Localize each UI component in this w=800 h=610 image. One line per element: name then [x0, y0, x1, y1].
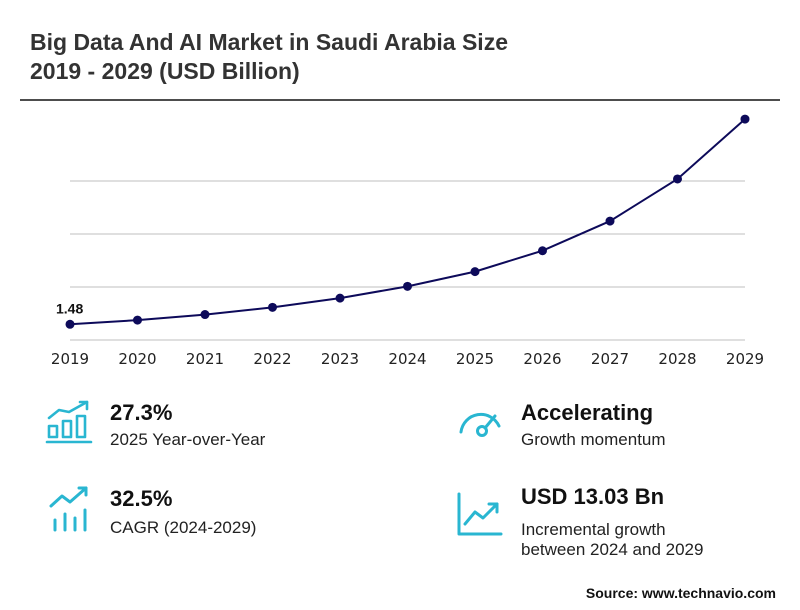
data-point — [133, 315, 142, 325]
title-divider — [20, 99, 780, 101]
title-line-1: Big Data And AI Market in Saudi Arabia S… — [30, 29, 508, 55]
stat-incremental: USD 13.03 Bn Incremental growth between … — [455, 482, 785, 572]
cagr-value: 32.5% — [110, 486, 173, 511]
incremental-label-1: Incremental growth — [521, 520, 666, 539]
x-axis-ticks: 2019 2020 2021 2022 2023 2024 2025 2026 2027 2028… — [51, 350, 764, 368]
yoy-label: 2025 Year-over-Year — [110, 430, 266, 449]
x-tick-label: 2027 — [591, 350, 629, 368]
data-point — [200, 310, 210, 320]
stat-yoy: 27.3% 2025 Year-over-Year — [45, 398, 375, 458]
yoy-value: 27.3% — [110, 400, 173, 425]
series-line — [69, 118, 746, 326]
x-tick-label: 2026 — [523, 350, 561, 368]
data-point — [268, 302, 277, 312]
x-tick-label: 2019 — [51, 350, 89, 368]
cagr-label: CAGR (2024-2029) — [110, 518, 257, 537]
bar-chart-up-icon — [45, 400, 93, 444]
momentum-value: Accelerating — [521, 400, 654, 425]
incremental-value: USD 13.03 Bn — [521, 484, 665, 509]
stat-cagr: 32.5% CAGR (2024-2029) — [48, 482, 378, 542]
x-tick-label: 2020 — [118, 350, 156, 368]
line-chart: 2019 2020 2021 2022 2023 2024 2025 2026 2027 2028… — [51, 114, 764, 368]
speedometer-icon — [459, 412, 501, 437]
x-tick-label: 2029 — [726, 350, 764, 368]
data-point — [538, 246, 547, 256]
x-tick-label: 2023 — [321, 350, 359, 368]
data-label: 1.48 — [56, 300, 83, 316]
x-tick-label: 2022 — [253, 350, 291, 368]
source-credit: Source: www.technavio.com — [585, 585, 776, 601]
title-line-2: 2019 - 2029 (USD Billion) — [30, 58, 300, 84]
chart-title: Big Data And AI Market in Saudi Arabia S… — [30, 28, 508, 86]
trend-line-chart-icon — [457, 492, 503, 536]
x-tick-label: 2024 — [388, 350, 426, 368]
data-point — [65, 319, 75, 329]
data-labels: 1.48 — [56, 300, 83, 316]
data-point — [740, 114, 750, 124]
data-point — [605, 216, 615, 226]
data-point — [403, 281, 412, 291]
incremental-label-2: between 2024 and 2029 — [521, 540, 704, 559]
x-tick-label: 2028 — [658, 350, 696, 368]
x-tick-label: 2025 — [456, 350, 494, 368]
bars-trend-icon — [49, 486, 88, 532]
momentum-label: Growth momentum — [521, 430, 666, 449]
data-point — [470, 267, 480, 277]
data-points — [65, 114, 750, 329]
data-point — [673, 174, 682, 184]
gridlines — [70, 180, 745, 341]
x-tick-label: 2021 — [186, 350, 224, 368]
stat-momentum: Accelerating Growth momentum — [455, 398, 785, 458]
data-point — [335, 293, 345, 303]
